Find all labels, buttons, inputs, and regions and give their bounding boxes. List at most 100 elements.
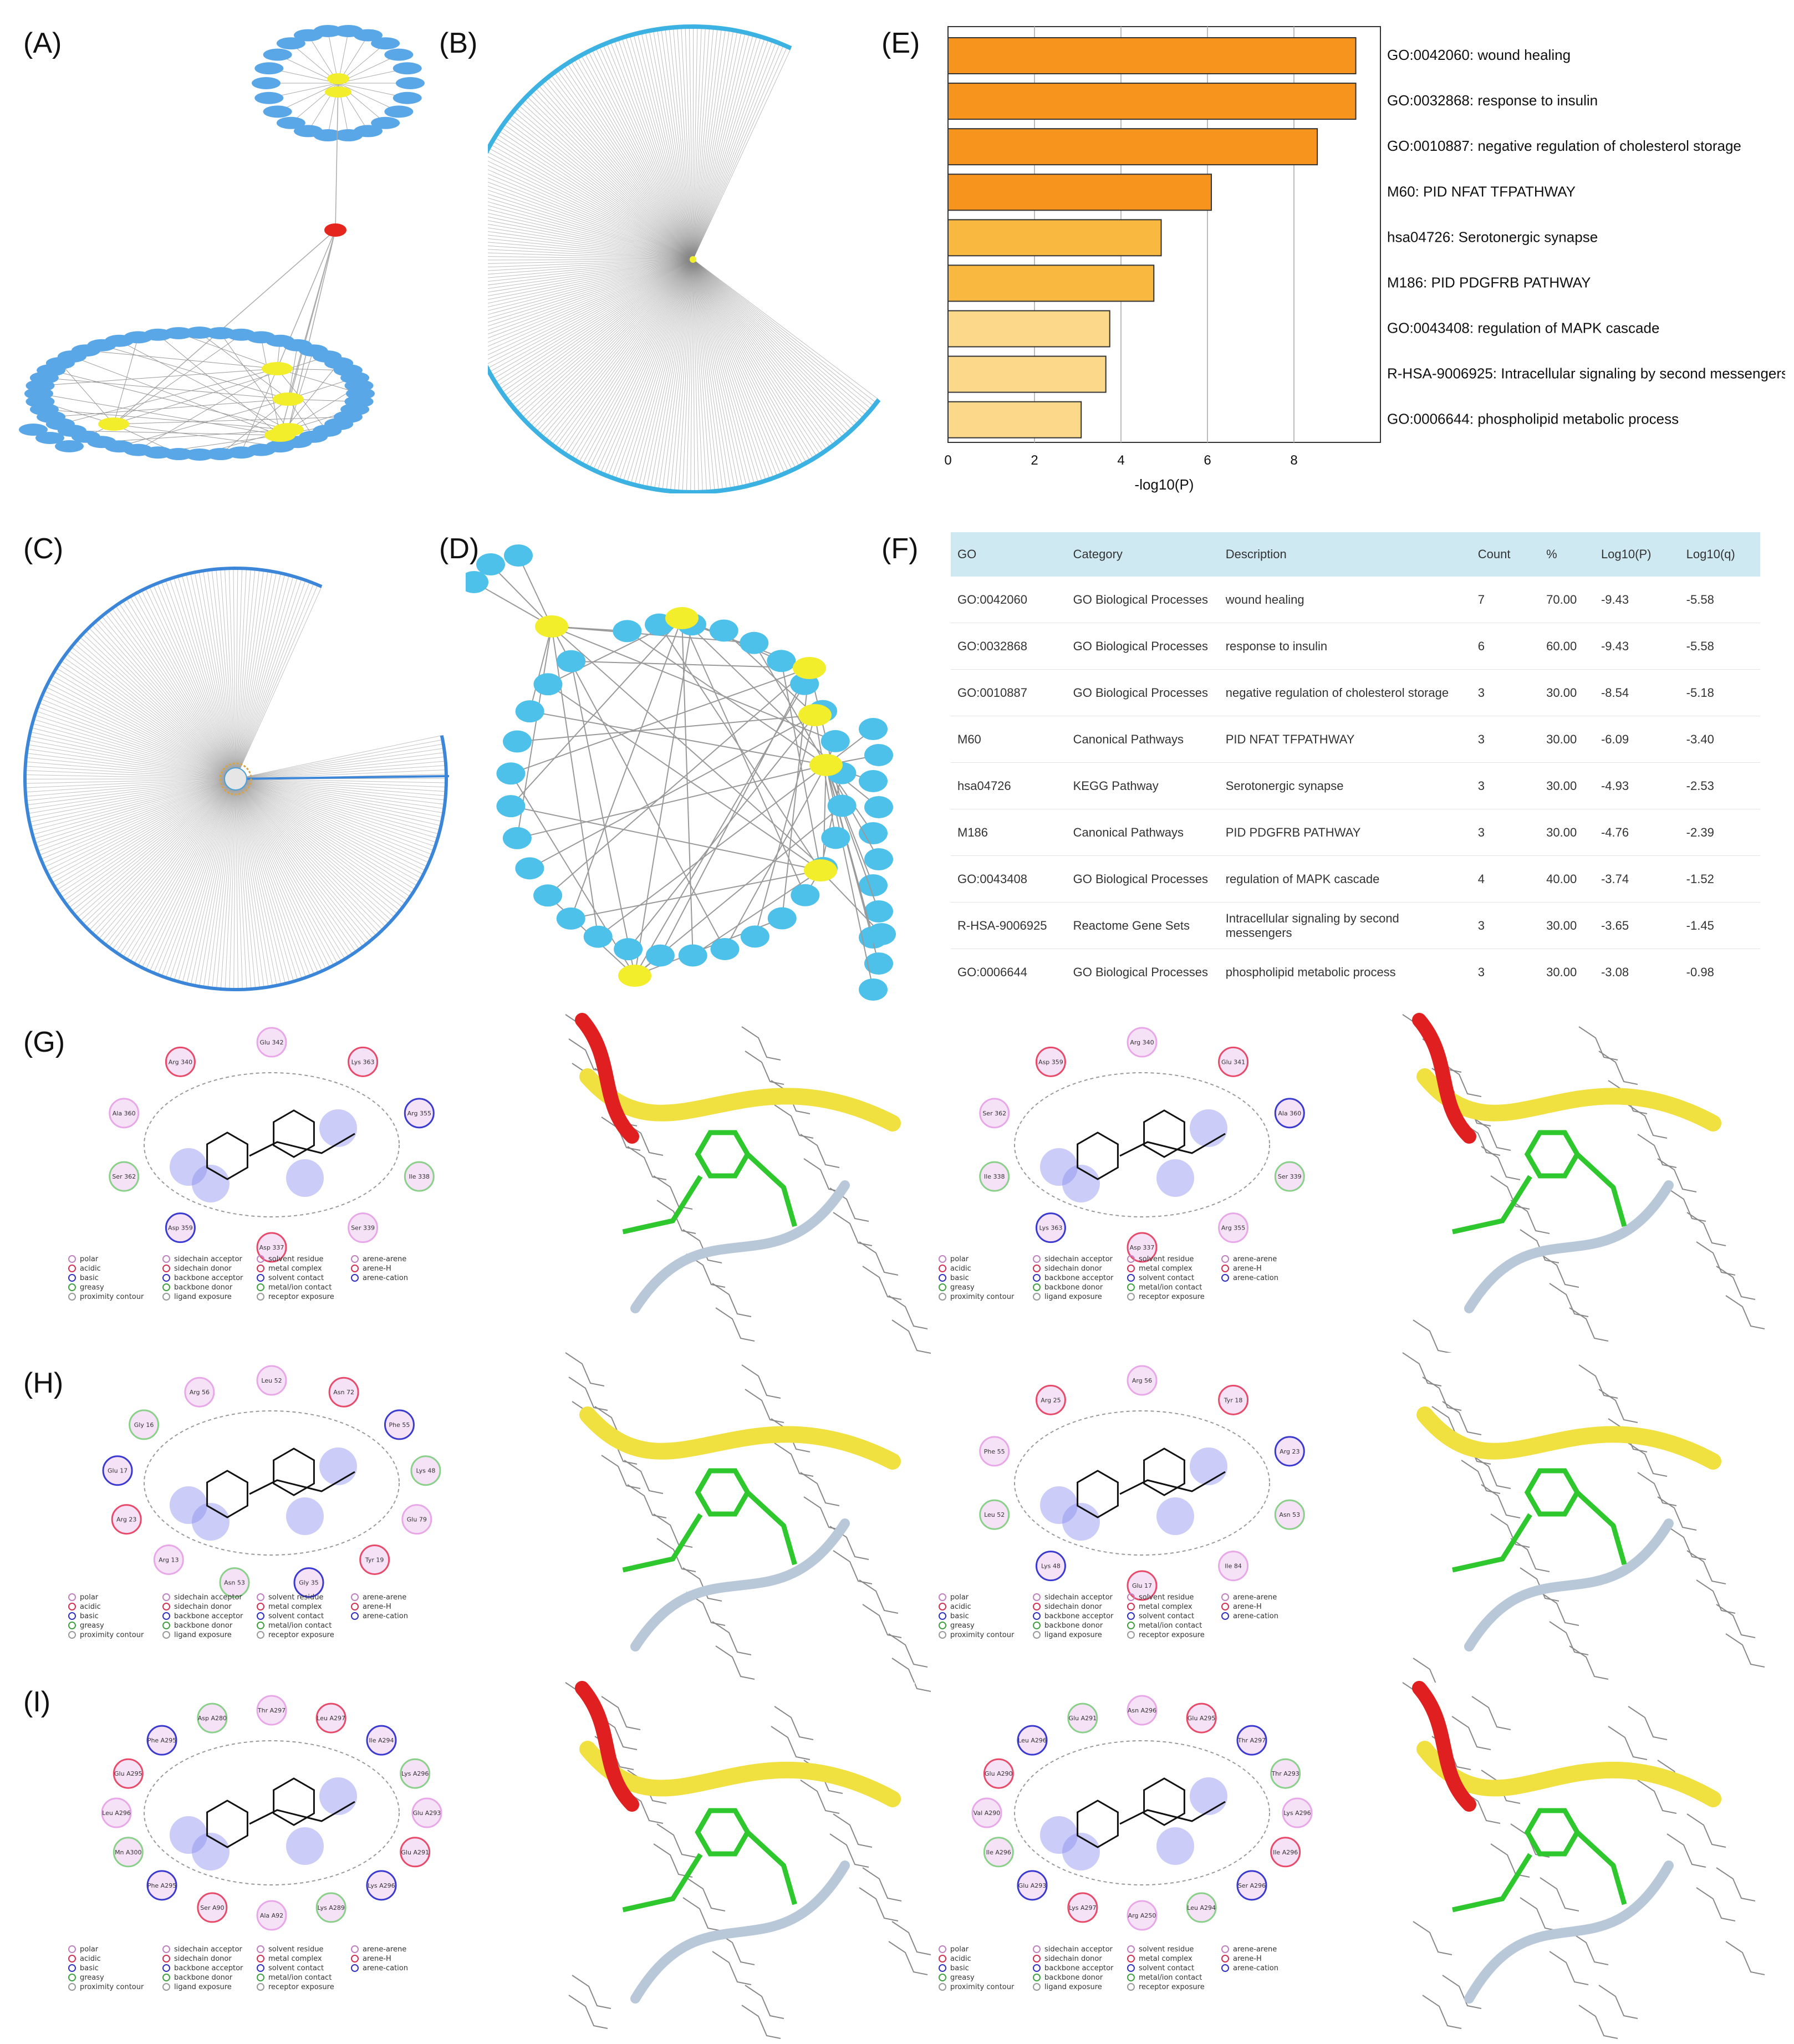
edge [516,259,694,412]
table-cell: 3 [1471,762,1540,809]
residue-stick [712,1621,752,1655]
edge [692,29,726,260]
edge [235,778,294,982]
residue-stick [715,1931,755,1965]
legend-item: ligand exposure [1044,1631,1102,1639]
table-cell: -9.43 [1594,623,1680,670]
ligand-ring [1077,1800,1119,1848]
edge [488,216,694,260]
edge [235,778,432,855]
residue-stick [1442,1975,1482,2009]
edge [225,778,236,990]
residue-stick [1686,1550,1726,1584]
edge [661,28,694,260]
legend-swatch [939,1955,946,1963]
table-cell: 70.00 [1540,577,1594,623]
legend-swatch [1127,1255,1135,1263]
legend-swatch [1127,1293,1135,1301]
beta-sheet-ribbon [1416,1068,1721,1131]
residue-stick [1608,1726,1648,1760]
edge [692,40,773,260]
residue-stick [565,1352,605,1387]
residue-label: Arg 13 [159,1556,179,1563]
edge [145,778,236,970]
edge [157,778,236,975]
table-cell: 6 [1471,623,1540,670]
edge [488,259,694,327]
residue-label: Ser A296 [1238,1882,1266,1889]
edge [692,259,785,474]
legend-swatch [939,1983,946,1991]
edge [692,43,781,260]
residue-label: Leu 52 [261,1377,282,1384]
residue-stick [682,1229,722,1263]
table-cell: Reactome Gene Sets [1066,902,1219,949]
edge [44,409,289,430]
x-tick-label: 2 [1031,453,1038,468]
edge [692,259,782,476]
edge [173,577,236,779]
edge [607,43,694,260]
edge [541,82,694,260]
residue-stick [1422,1995,1462,2029]
edge [634,259,694,485]
edge [488,259,694,289]
edge [228,568,236,779]
residue-node [366,1870,397,1901]
ligand-exposure [319,1447,357,1485]
edge [510,773,635,976]
edge [235,778,445,805]
residue-stick [1520,1567,1559,1602]
table-cell: PID NFAT TFPATHWAY [1219,716,1471,763]
edge [692,39,769,260]
edge [692,259,743,487]
edge [77,640,236,779]
legend-swatch [939,1964,946,1972]
edge [113,337,139,425]
edge [692,42,777,260]
edge [575,259,694,461]
residue-node [400,1837,431,1868]
hub-node [804,859,837,881]
edge [488,259,694,297]
edge [37,706,236,779]
edge [535,88,694,260]
residue-node [1274,1098,1305,1129]
edge [526,96,694,260]
edge [488,259,694,364]
table-cell: 7 [1471,577,1540,623]
residue-stick [833,1813,873,1848]
edge [692,27,698,260]
table-cell: 30.00 [1546,965,1577,979]
edge [119,778,236,955]
edge [235,583,314,779]
residue-node [979,1098,1010,1129]
edge [488,259,694,330]
edge [554,259,694,447]
edge [626,259,694,483]
legend-swatch [68,1612,76,1620]
edge [625,36,694,260]
edge [137,592,236,779]
residue-stick [1628,1706,1668,1740]
edge [473,582,552,627]
residue-node [979,1436,1010,1467]
table-row: hsa04726 KEGG Pathway Serotonergic synapse… [951,762,1760,809]
edge [235,568,243,779]
edge [692,259,834,446]
edge [220,778,236,990]
residue-node [1218,1046,1249,1077]
proximity-contour [1014,1410,1270,1556]
legend-swatch [1033,1274,1041,1282]
residue-label: Ile 84 [1225,1563,1242,1570]
ligand-exposure [192,1165,230,1202]
residue-stick [800,1472,840,1506]
edge [203,778,236,987]
edge [692,259,763,482]
x-axis-label: -log10(P) [1135,476,1194,493]
residue-node [1035,1046,1066,1077]
edge [519,259,694,415]
proximity-contour [144,1740,400,1885]
residue-label: Ser A90 [200,1904,224,1912]
edge [692,38,765,260]
